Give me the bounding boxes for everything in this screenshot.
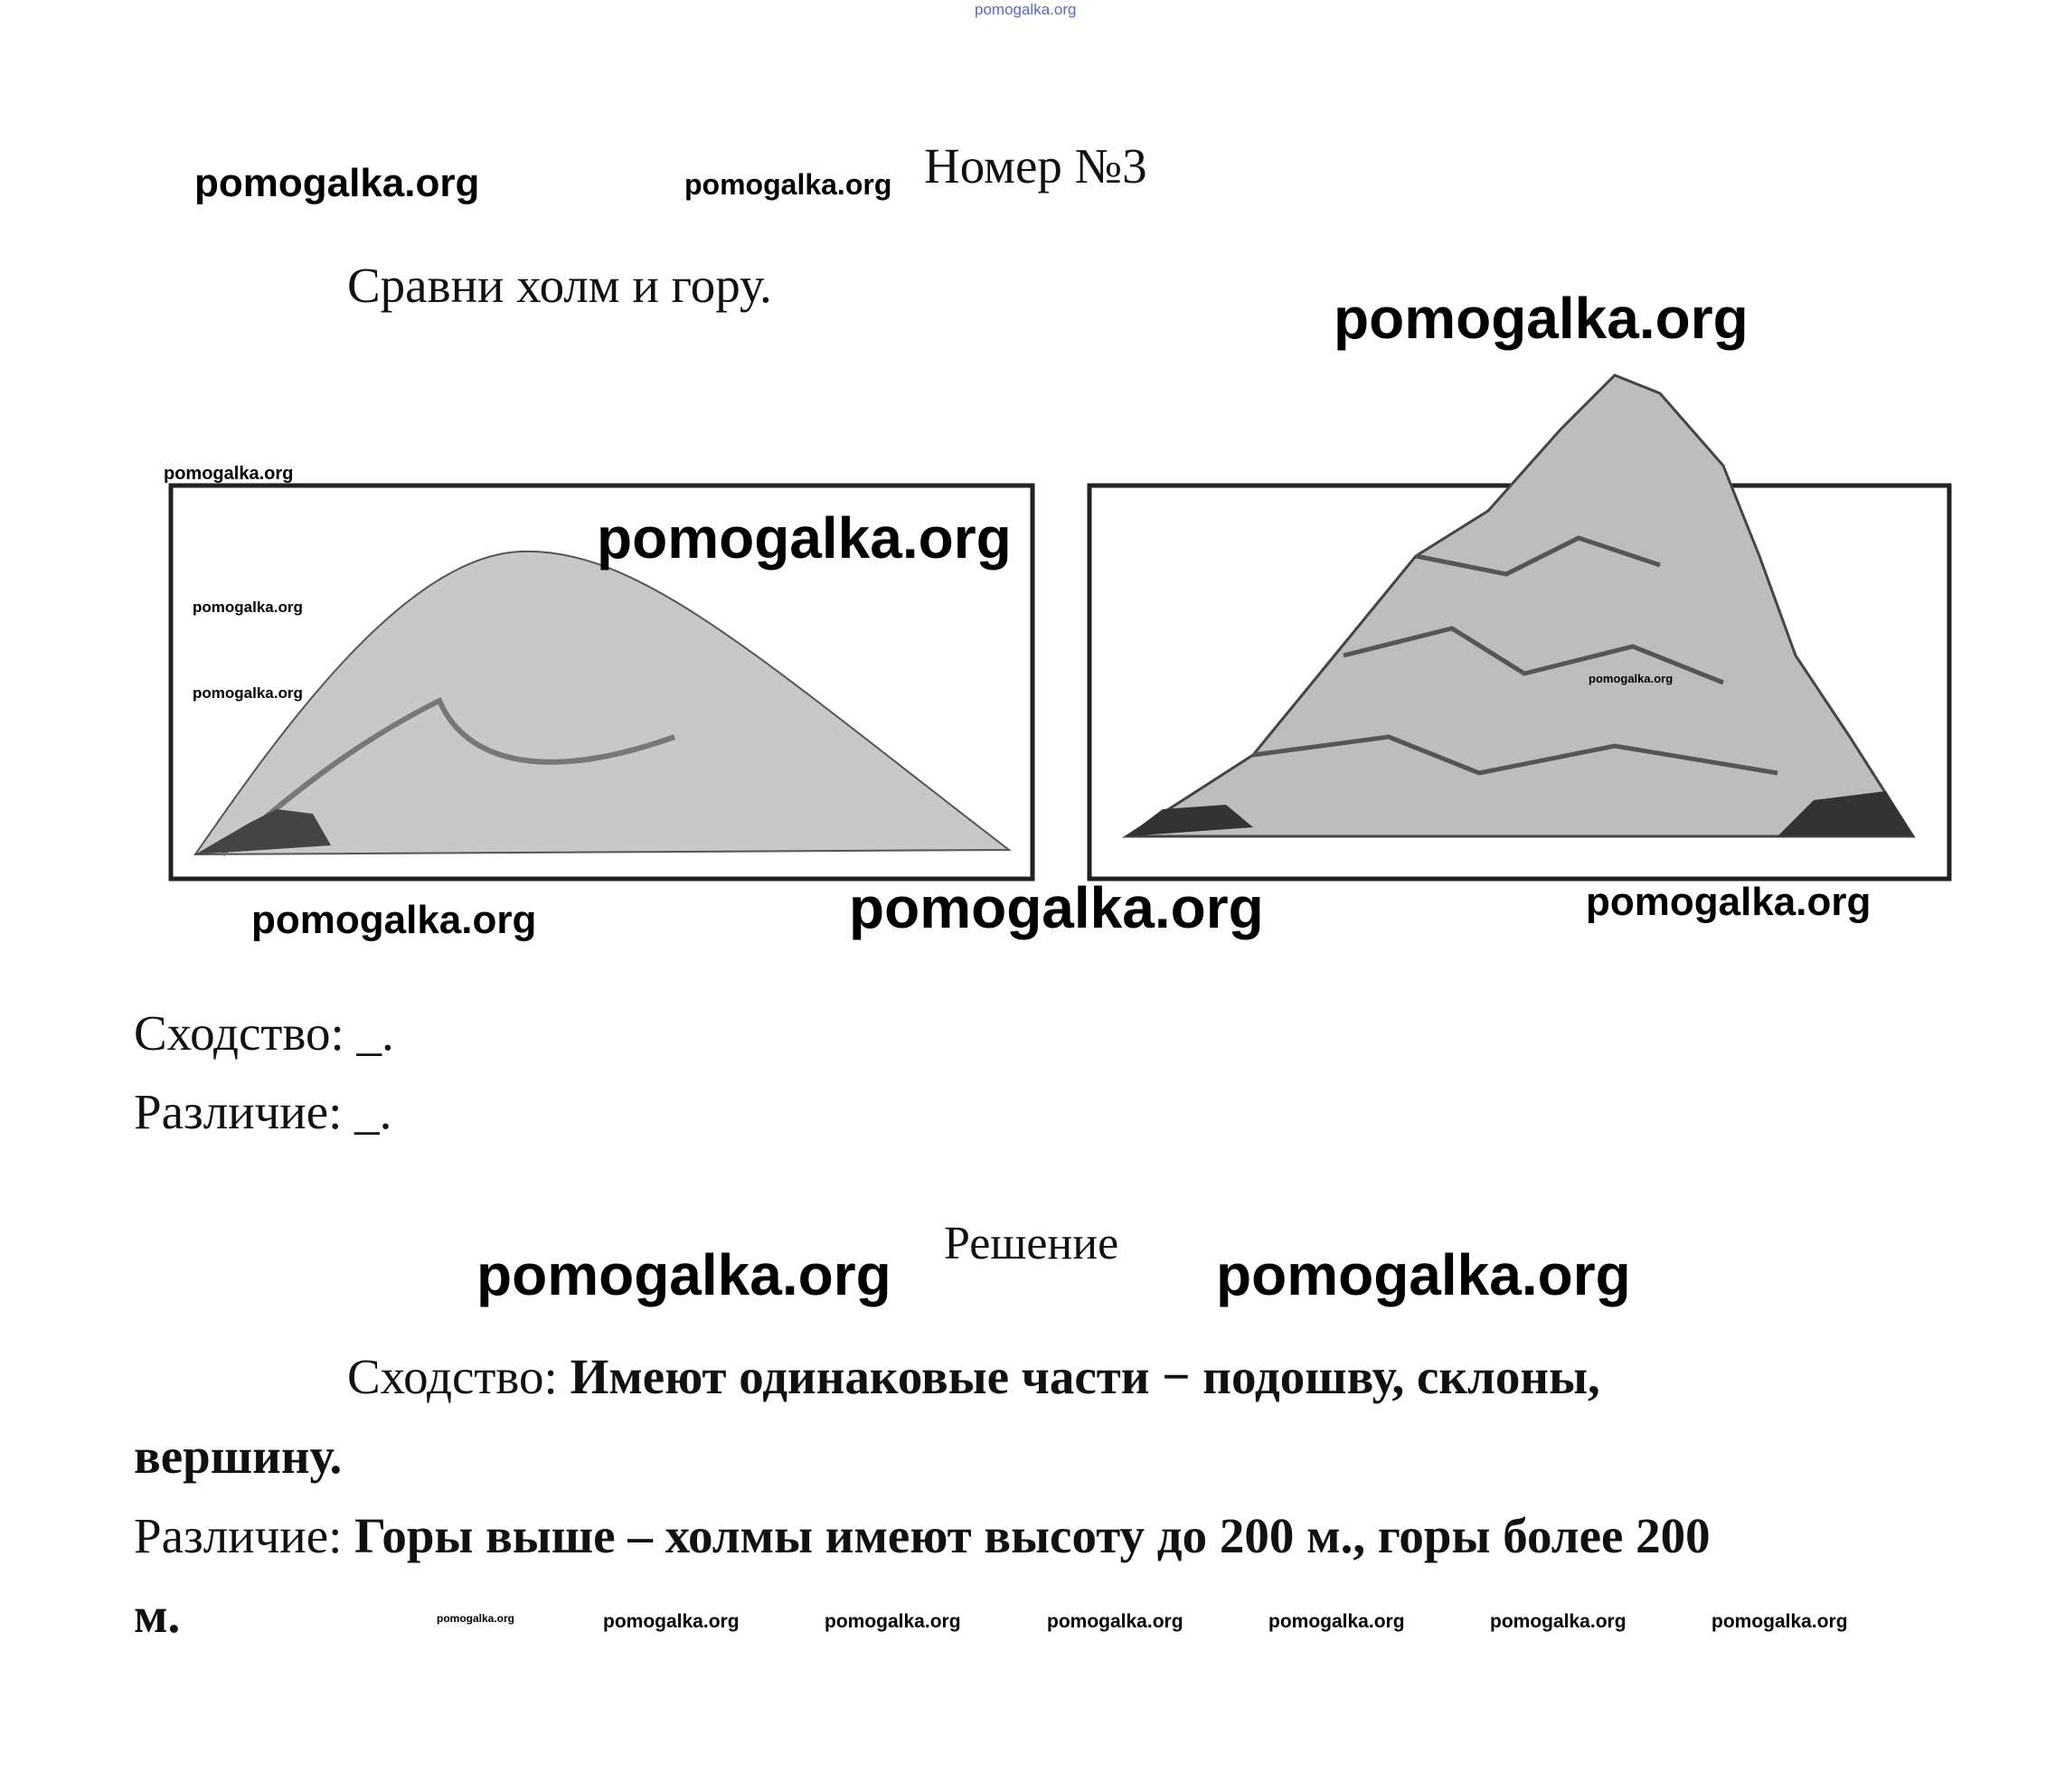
mountain-rocks xyxy=(1252,535,1778,776)
watermark: pomogalka.org xyxy=(476,1242,891,1307)
watermark: pomogalka.org xyxy=(193,684,303,702)
watermark: pomogalka.org xyxy=(849,875,1264,940)
watermark: pomogalka.org xyxy=(251,898,537,942)
watermark: pomogalka.org xyxy=(684,168,892,201)
watermark: pomogalka.org xyxy=(1711,1611,1848,1632)
hill-trees xyxy=(195,809,331,854)
mountain-trees xyxy=(1127,791,1913,836)
mountain xyxy=(1121,373,1916,838)
task: Сравни холм и гору. xyxy=(347,258,772,313)
answer-label: Различие: xyxy=(134,1508,343,1563)
answer-text: Горы выше – холмы имеют высоту до 200 м.… xyxy=(134,1508,1711,1643)
watermark: pomogalka.org xyxy=(1586,880,1872,924)
watermark: pomogalka.org xyxy=(164,464,294,484)
watermark: pomogalka.org xyxy=(1268,1611,1405,1632)
watermark: pomogalka.org xyxy=(1216,1242,1631,1307)
blank-line: Различие: _. xyxy=(134,1084,392,1139)
watermark: pomogalka.org xyxy=(437,1612,515,1625)
solution-title: Решение xyxy=(944,1218,1119,1269)
blank-line: Сходство: _. xyxy=(134,1005,394,1061)
answer: Различие: Горы выше – холмы имеют высоту… xyxy=(134,1496,1752,1655)
hill xyxy=(193,550,1012,856)
watermark: pomogalka.org xyxy=(1490,1611,1626,1632)
illustrations xyxy=(168,373,1952,882)
answer-text: Имеют одинаковые части − подошву, склоны… xyxy=(134,1349,1600,1484)
title: Номер №3 xyxy=(924,138,1147,193)
watermark: pomogalka.org xyxy=(1047,1611,1183,1632)
answer: Сходство: Имеют одинаковые части − подош… xyxy=(134,1337,1752,1496)
hill-path xyxy=(221,696,676,857)
watermark: pomogalka.org xyxy=(597,505,1012,571)
watermark: pomogalka.org xyxy=(1589,672,1674,685)
watermark: pomogalka.org xyxy=(975,1,1077,18)
watermark: pomogalka.org xyxy=(603,1611,740,1632)
watermark: pomogalka.org xyxy=(1334,286,1749,351)
answer-label: Сходство: xyxy=(347,1349,558,1404)
watermark: pomogalka.org xyxy=(825,1611,961,1632)
watermark: pomogalka.org xyxy=(194,161,480,205)
watermark: pomogalka.org xyxy=(193,599,303,616)
